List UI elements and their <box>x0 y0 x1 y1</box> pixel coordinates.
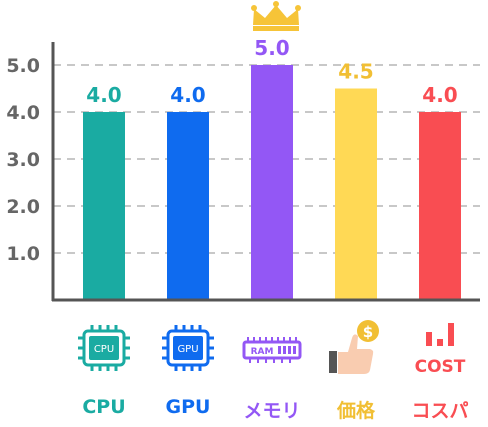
category-label-memory: メモリ <box>243 400 301 422</box>
cost-icon-text: COST <box>415 357 466 376</box>
coin-icon-text: $ <box>363 323 373 341</box>
y-tick-label: 1.0 <box>6 243 40 265</box>
crown-icon <box>251 1 301 31</box>
y-tick-label: 2.0 <box>6 196 40 218</box>
category-label-cpu: CPU <box>82 396 126 418</box>
bar <box>83 112 125 300</box>
y-tick-label: 3.0 <box>6 149 40 171</box>
cost-bars-icon: COST <box>410 320 470 377</box>
ram-icon-text: RAM <box>251 347 274 357</box>
category-label-cost-performance: コスパ <box>411 400 469 422</box>
value-labels: 4.0 4.0 5.0 4.5 4.0 <box>86 36 457 107</box>
y-tick-label: 5.0 <box>6 55 40 77</box>
y-tick-labels: 1.0 2.0 3.0 4.0 5.0 <box>6 55 40 265</box>
category-label-gpu: GPU <box>165 396 211 418</box>
category-label-price: 価格 <box>336 400 375 422</box>
y-tick-label: 4.0 <box>6 102 40 124</box>
gpu-chip-icon: GPU <box>158 323 218 373</box>
bar-value-label: 4.5 <box>338 60 373 84</box>
bar <box>335 88 377 300</box>
cpu-chip-icon: CPU <box>74 323 134 373</box>
bar <box>251 65 293 300</box>
bar-value-label: 5.0 <box>254 36 289 60</box>
bar <box>167 112 209 300</box>
bar-value-label: 4.0 <box>422 83 457 107</box>
bar-value-label: 4.0 <box>170 83 205 107</box>
ram-module-icon: RAM <box>242 323 302 373</box>
gpu-icon-text: GPU <box>177 344 198 355</box>
cpu-icon-text: CPU <box>94 344 114 355</box>
bar <box>419 112 461 300</box>
bar-value-label: 4.0 <box>86 83 121 107</box>
bars <box>83 65 461 300</box>
thumbs-up-coin-icon: $ <box>326 318 386 374</box>
